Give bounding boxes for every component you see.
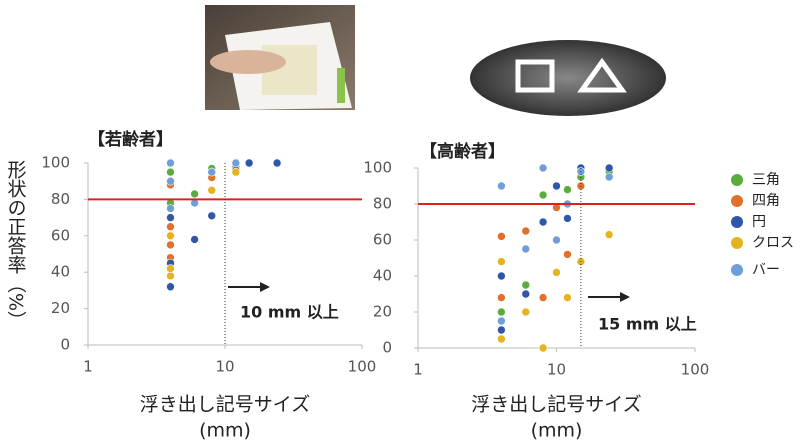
point — [521, 307, 531, 317]
point — [497, 325, 506, 335]
point — [166, 204, 175, 213]
point — [497, 181, 506, 191]
legend-marker — [731, 264, 743, 276]
x-axis-unit: (mm) — [531, 420, 583, 441]
x-tick-label: 10 — [215, 358, 234, 376]
point — [563, 185, 572, 194]
y-tick-label: 80 — [51, 190, 70, 208]
arrow-head — [260, 282, 270, 292]
point — [521, 226, 531, 236]
y-tick-label: 20 — [51, 299, 70, 317]
legend-marker — [731, 195, 743, 207]
point — [538, 293, 548, 302]
point — [166, 240, 175, 250]
x-tick-label: 100 — [681, 361, 710, 379]
annotation: 10 mm 以上 — [240, 303, 339, 322]
arrow-head — [620, 292, 630, 302]
point — [604, 172, 614, 182]
chart-title: 【高齢者】 — [420, 141, 505, 162]
point — [521, 244, 531, 254]
point — [497, 232, 506, 241]
y-tick-label: 0 — [382, 339, 392, 357]
point — [604, 163, 614, 173]
point — [166, 271, 175, 281]
point — [166, 264, 175, 273]
y-tick-label: 60 — [373, 231, 392, 249]
point — [166, 231, 175, 241]
point — [538, 217, 548, 227]
x-tick-label: 1 — [413, 361, 423, 379]
point — [521, 280, 531, 290]
point — [604, 230, 614, 239]
point — [497, 334, 506, 344]
x-axis-unit: (mm) — [199, 420, 251, 441]
legend-label: 円 — [752, 214, 766, 230]
y-tick-label: 40 — [373, 267, 392, 285]
point — [497, 271, 506, 281]
point — [190, 235, 199, 244]
y-axis-label: 形状の正答率（%） — [5, 160, 27, 330]
point — [207, 167, 217, 177]
x-tick-label: 100 — [348, 358, 377, 376]
legend-label: 四角 — [752, 193, 780, 209]
point — [497, 307, 506, 317]
point — [563, 250, 572, 259]
x-tick-label: 10 — [547, 361, 566, 379]
point — [272, 158, 282, 168]
point — [552, 268, 561, 277]
point — [538, 190, 548, 200]
point — [552, 235, 561, 245]
point — [207, 186, 217, 195]
point — [521, 289, 531, 299]
y-tick-label: 60 — [51, 226, 70, 244]
point — [166, 167, 175, 177]
point — [207, 211, 217, 221]
point — [166, 176, 175, 186]
point — [244, 158, 254, 168]
point — [497, 257, 506, 266]
point — [538, 163, 548, 173]
point — [563, 214, 572, 223]
x-axis-label: 浮き出し記号サイズ — [471, 394, 641, 416]
point — [538, 343, 548, 353]
point — [563, 293, 572, 302]
point — [231, 167, 241, 177]
point — [166, 158, 175, 168]
x-tick-label: 1 — [83, 358, 93, 376]
legend-label: 三角 — [752, 172, 780, 188]
point — [166, 282, 175, 292]
point — [497, 293, 506, 302]
y-tick-label: 20 — [373, 303, 392, 321]
y-tick-label: 40 — [51, 263, 70, 281]
point — [190, 189, 199, 199]
legend-label: バー — [752, 262, 780, 278]
y-tick-label: 0 — [60, 336, 70, 354]
legend-marker — [731, 216, 743, 228]
photo — [205, 5, 355, 110]
point — [552, 181, 561, 191]
shape-icon — [470, 40, 666, 116]
y-tick-label: 100 — [41, 154, 70, 172]
legend-label: クロス — [752, 235, 794, 251]
point — [497, 316, 506, 326]
x-axis-label: 浮き出し記号サイズ — [140, 394, 310, 416]
point — [166, 213, 175, 222]
legend-marker — [731, 237, 743, 249]
annotation: 15 mm 以上 — [598, 315, 697, 334]
y-tick-label: 100 — [363, 159, 392, 177]
chart-title: 【若齢者】 — [88, 129, 173, 150]
y-tick-label: 80 — [373, 195, 392, 213]
point — [166, 222, 175, 231]
legend-marker — [731, 174, 743, 186]
point — [231, 158, 241, 168]
